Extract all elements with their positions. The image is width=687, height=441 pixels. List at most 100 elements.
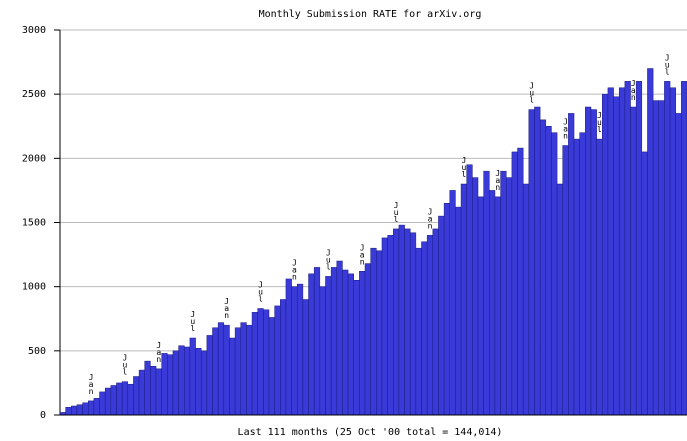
y-tick-label: 2000 (22, 153, 46, 164)
bar (551, 132, 558, 416)
bar (432, 228, 439, 416)
bar (387, 235, 394, 416)
chart-title: Monthly Submission RATE for arXiv.org (259, 9, 482, 20)
bar (353, 280, 360, 416)
bar (251, 312, 258, 416)
bar (669, 87, 676, 416)
bar (319, 286, 326, 416)
month-label: Jul (256, 280, 265, 301)
bar (263, 309, 270, 416)
bar (483, 170, 490, 416)
bar (110, 385, 117, 416)
bar (65, 407, 72, 416)
y-tick-label: 1000 (22, 282, 46, 293)
bar (460, 183, 467, 416)
bar (579, 132, 586, 416)
bar (121, 381, 129, 416)
y-tick-label: 0 (40, 410, 46, 421)
bar (223, 324, 230, 416)
bar (291, 286, 298, 416)
bar (630, 106, 637, 416)
bar (409, 232, 417, 416)
bar (381, 237, 388, 416)
month-label: Jan (87, 373, 96, 394)
bar (229, 337, 236, 416)
bar (195, 348, 202, 416)
bar (246, 324, 253, 416)
bar (178, 345, 185, 416)
bar (618, 87, 626, 416)
bar (234, 327, 242, 416)
bar (522, 183, 530, 416)
bar (280, 299, 287, 416)
bar (376, 250, 383, 416)
month-label: Jul (188, 310, 197, 331)
bar (127, 383, 134, 416)
bar (364, 263, 371, 416)
bar (415, 247, 422, 416)
bar (325, 276, 332, 416)
month-label: Jan (154, 341, 163, 362)
month-label: Jul (120, 354, 129, 375)
bar (426, 235, 434, 416)
month-label: Jan (629, 79, 638, 100)
month-label: Jan (358, 243, 367, 264)
bar (347, 273, 354, 416)
bar (144, 360, 151, 416)
bar (82, 402, 89, 416)
bar (489, 190, 496, 416)
bar (562, 145, 569, 416)
bar (675, 113, 682, 416)
bar (342, 269, 349, 416)
bar (133, 376, 140, 416)
bar (161, 353, 168, 416)
bar (87, 400, 95, 416)
month-label: Jan (425, 207, 434, 228)
bar (167, 354, 174, 416)
month-label: Jul (663, 53, 672, 74)
bar (652, 100, 660, 416)
x-axis-label: Last 111 months (25 Oct '00 total = 144,… (238, 427, 503, 438)
month-label: Jan (290, 259, 299, 280)
bar (71, 405, 78, 416)
bar (556, 183, 563, 416)
bar (585, 106, 592, 416)
bar (438, 215, 445, 416)
bar (477, 196, 484, 416)
bar (336, 260, 343, 416)
bar (138, 369, 145, 416)
bar (217, 322, 225, 416)
bar (590, 109, 597, 416)
month-label: Jul (324, 248, 333, 269)
bar (274, 305, 281, 416)
bar (313, 267, 321, 416)
bar (624, 81, 631, 416)
bar (664, 81, 671, 416)
bar (635, 81, 643, 416)
bar (449, 190, 456, 416)
bar (150, 365, 157, 416)
bar (398, 224, 405, 416)
bar (285, 278, 292, 416)
bar (466, 164, 473, 416)
bar (404, 228, 411, 416)
bar (658, 100, 665, 416)
bar (308, 273, 315, 416)
month-label: Jan (561, 118, 570, 139)
bar (517, 147, 524, 416)
bar (116, 382, 123, 416)
bar (607, 87, 614, 416)
bar (268, 317, 275, 416)
bar (212, 327, 219, 416)
bar (359, 271, 366, 416)
month-label: Jan (222, 297, 231, 318)
bar (302, 299, 309, 416)
bar (200, 350, 208, 416)
y-tick-label: 1500 (22, 218, 46, 229)
bar (613, 96, 620, 416)
y-tick-label: 3000 (22, 25, 46, 36)
bar (455, 206, 462, 416)
bar (206, 335, 213, 416)
bar (370, 247, 377, 416)
